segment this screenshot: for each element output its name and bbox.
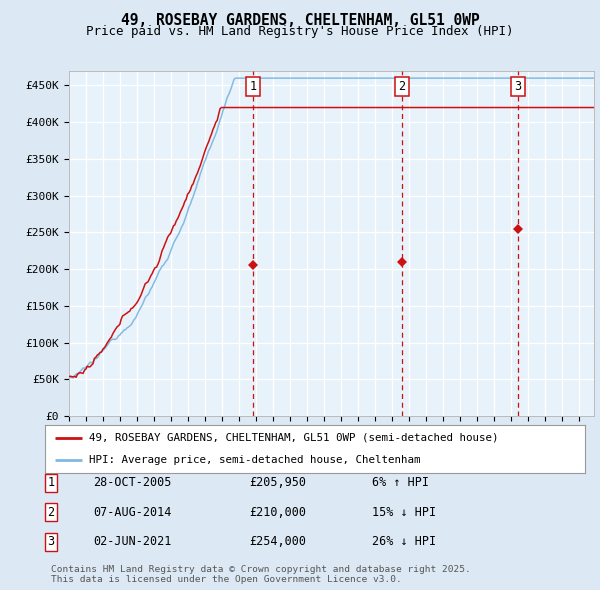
Text: 2: 2	[398, 80, 406, 93]
Text: 02-JUN-2021: 02-JUN-2021	[93, 535, 172, 548]
Text: £210,000: £210,000	[249, 506, 306, 519]
Text: 6% ↑ HPI: 6% ↑ HPI	[372, 476, 429, 489]
Text: 15% ↓ HPI: 15% ↓ HPI	[372, 506, 436, 519]
Text: 28-OCT-2005: 28-OCT-2005	[93, 476, 172, 489]
Text: Price paid vs. HM Land Registry's House Price Index (HPI): Price paid vs. HM Land Registry's House …	[86, 25, 514, 38]
Text: HPI: Average price, semi-detached house, Cheltenham: HPI: Average price, semi-detached house,…	[89, 455, 421, 465]
Text: 49, ROSEBAY GARDENS, CHELTENHAM, GL51 0WP: 49, ROSEBAY GARDENS, CHELTENHAM, GL51 0W…	[121, 13, 479, 28]
Text: Contains HM Land Registry data © Crown copyright and database right 2025.
This d: Contains HM Land Registry data © Crown c…	[51, 565, 471, 584]
Text: 07-AUG-2014: 07-AUG-2014	[93, 506, 172, 519]
Text: 3: 3	[514, 80, 521, 93]
Text: 26% ↓ HPI: 26% ↓ HPI	[372, 535, 436, 548]
Text: 2: 2	[47, 506, 55, 519]
Text: £205,950: £205,950	[249, 476, 306, 489]
Text: £254,000: £254,000	[249, 535, 306, 548]
Text: 1: 1	[47, 476, 55, 489]
Text: 49, ROSEBAY GARDENS, CHELTENHAM, GL51 0WP (semi-detached house): 49, ROSEBAY GARDENS, CHELTENHAM, GL51 0W…	[89, 433, 499, 443]
Text: 3: 3	[47, 535, 55, 548]
Text: 1: 1	[250, 80, 257, 93]
